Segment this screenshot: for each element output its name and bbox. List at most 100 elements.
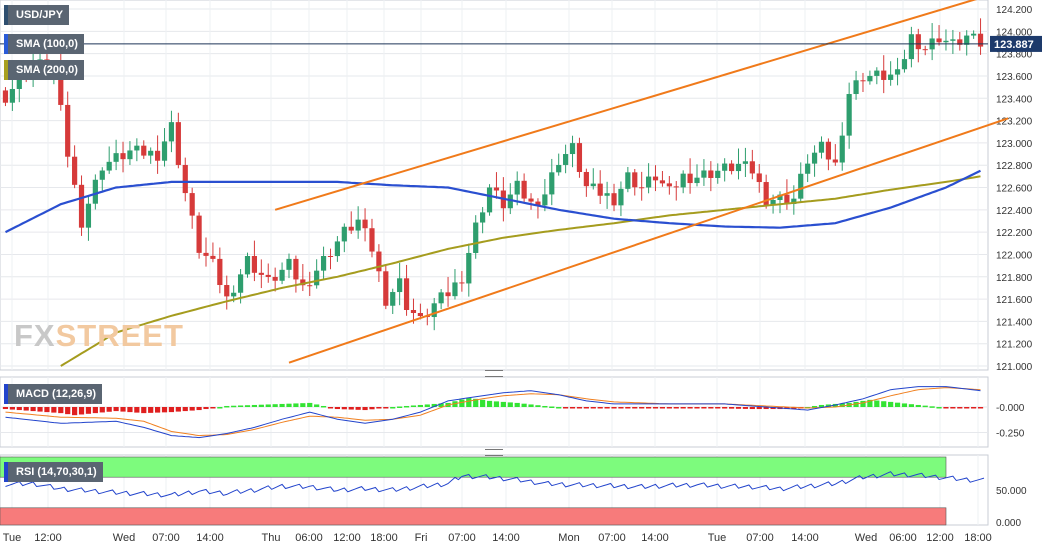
candle-body (182, 164, 188, 194)
macd-histogram-bar (749, 407, 755, 410)
macd-histogram-bar (922, 405, 928, 408)
candle (486, 184, 493, 216)
macd-line (5, 386, 981, 439)
price-tick-label: 123.800 (996, 50, 1033, 61)
sma200-badge[interactable]: SMA (200,0) (4, 60, 84, 80)
macd-badge[interactable]: MACD (12,26,9) (4, 384, 103, 404)
rsi-tick-label: 0.000 (996, 518, 1021, 529)
candle-body (590, 183, 596, 187)
macd-histogram-bar (556, 407, 562, 409)
price-tick-label: 124.200 (996, 5, 1033, 16)
candle (196, 212, 202, 259)
candle (134, 138, 140, 162)
candle-body (341, 226, 347, 242)
candle (881, 55, 887, 94)
candle (977, 18, 984, 55)
candle (839, 122, 845, 171)
candle-body (348, 226, 354, 231)
time-tick-label: 14:00 (196, 532, 224, 544)
candle (639, 171, 645, 201)
macd-histogram-bar (936, 407, 942, 409)
time-tick-label: 12:00 (34, 532, 62, 544)
candle (611, 183, 617, 212)
candle (217, 247, 223, 294)
rsi-tick-label: 50.000 (996, 486, 1027, 497)
macd-histogram-bar (742, 407, 749, 409)
macd-histogram-bar (279, 403, 285, 407)
candle-body (597, 183, 603, 196)
candle-body (2, 90, 9, 103)
candle-body (203, 252, 209, 256)
macd-histogram-bar (120, 407, 126, 412)
macd-histogram-bar (424, 404, 430, 407)
macd-histogram-bar (694, 407, 700, 409)
symbol-badge[interactable]: USD/JPY (4, 5, 70, 25)
macd-histogram-bar (977, 407, 984, 409)
macd-histogram-bar (44, 407, 50, 413)
time-tick-label: 07:00 (746, 532, 774, 544)
candle-body (217, 258, 223, 286)
candle (846, 82, 852, 149)
macd-histogram-bar (625, 407, 631, 409)
macd-histogram-bar (37, 407, 43, 412)
macd-histogram-bar (735, 407, 742, 409)
macd-histogram-bar (154, 407, 161, 413)
candle (874, 67, 880, 85)
candle-body (901, 59, 908, 70)
macd-histogram-bar (341, 407, 347, 410)
candle (818, 136, 825, 159)
rsi-oversold-zone (0, 507, 947, 526)
macd-histogram-bar (715, 407, 721, 409)
candle-body (224, 285, 230, 297)
candle-body (535, 201, 541, 206)
candle (549, 158, 555, 206)
candle (652, 165, 659, 192)
candle-body (514, 180, 520, 195)
candle-body (715, 170, 721, 178)
rsi-badge[interactable]: RSI (14,70,30,1) (4, 462, 103, 482)
candle (334, 236, 341, 262)
sma100-badge[interactable]: SMA (100,0) (4, 34, 84, 54)
price-tick-label: 122.800 (996, 161, 1033, 172)
candle (397, 262, 403, 306)
candle-body (708, 170, 714, 178)
time-tick-label: 07:00 (448, 532, 476, 544)
candle (673, 181, 679, 201)
candle (922, 45, 928, 56)
macd-histogram-bar (237, 405, 244, 407)
pane-resize-handle-macd[interactable] (485, 370, 503, 377)
pane-resize-handle-rsi[interactable] (485, 449, 503, 456)
time-tick-label: 07:00 (598, 532, 626, 544)
candle-body (141, 145, 147, 156)
candle-body (957, 39, 963, 45)
macd-histogram-bar (763, 407, 769, 410)
macd-histogram-bar (403, 405, 410, 408)
candle (597, 170, 603, 205)
candle-body (58, 67, 64, 105)
candle (521, 173, 527, 202)
macd-histogram-bar (908, 404, 914, 407)
candle (300, 264, 306, 292)
time-tick-label: 14:00 (791, 532, 819, 544)
macd-histogram-bar (251, 404, 258, 407)
time-tick-label: Wed (855, 532, 877, 544)
candle-body (452, 282, 458, 297)
price-tick-label: 123.600 (996, 72, 1033, 83)
candle-body (196, 215, 202, 253)
candle-body (735, 163, 742, 172)
candle-body (106, 161, 112, 171)
macd-histogram-bar (507, 402, 513, 407)
macd-histogram-bar (327, 407, 334, 409)
macd-histogram-bar (2, 407, 9, 410)
time-tick-label: 18:00 (964, 532, 992, 544)
macd-histogram-bar (860, 400, 866, 407)
candle (590, 168, 596, 190)
candle (445, 276, 451, 307)
macd-histogram-bar (521, 403, 527, 407)
candle-body (818, 141, 825, 153)
candle (120, 141, 126, 173)
macd-histogram-bar (217, 407, 223, 409)
macd-histogram-bar (410, 405, 417, 407)
price-tick-label: 121.800 (996, 273, 1033, 284)
candle (493, 172, 500, 199)
